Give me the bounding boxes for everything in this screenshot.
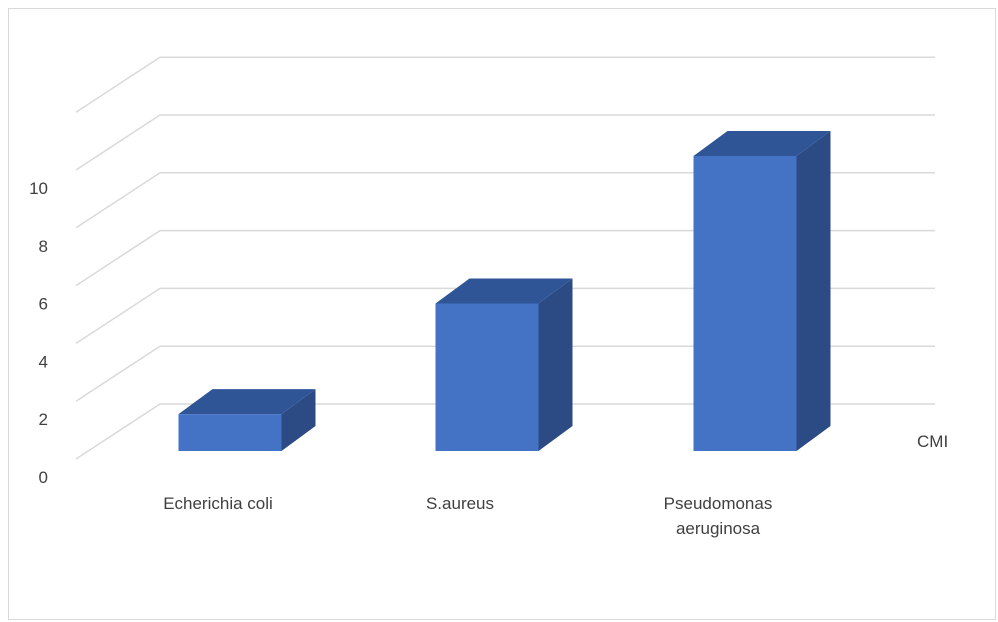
y-tick-label: 2	[39, 410, 48, 429]
bar-side	[538, 278, 573, 451]
bar-side	[281, 389, 316, 451]
bar-front	[178, 414, 282, 451]
gridlines	[75, 56, 935, 460]
bar-2	[435, 278, 573, 451]
gridline	[75, 56, 935, 113]
y-tick-label: 10	[29, 179, 48, 198]
gridline	[75, 403, 935, 460]
bar-1	[178, 389, 316, 451]
y-tick-label: 6	[39, 295, 48, 314]
gridline	[75, 229, 935, 287]
bar-front	[693, 156, 797, 451]
gridline	[75, 287, 935, 345]
bar-front	[435, 303, 539, 451]
bars	[178, 131, 831, 451]
y-tick-label: 8	[39, 237, 48, 256]
x-axis-tick-labels: Echerichia coli S.aureus Pseudomonas aerugi…	[163, 494, 772, 538]
x-tick-label: S.aureus	[426, 494, 494, 513]
x-tick-label: Pseudomonas aeruginosa	[664, 494, 773, 538]
y-axis-tick-labels: 0 2 4 6 8 10	[29, 179, 48, 487]
bar-top	[178, 389, 316, 415]
y-tick-label: 0	[39, 468, 48, 487]
gridline	[75, 114, 935, 171]
x-tick-label: Echerichia coli	[163, 494, 273, 513]
bar-top	[435, 278, 573, 304]
y-tick-label: 4	[39, 352, 48, 371]
bar-3	[693, 131, 831, 451]
bar-side	[796, 131, 831, 451]
gridline	[75, 345, 935, 402]
legend-entry: CMI	[917, 432, 948, 451]
bar-top	[693, 131, 831, 156]
gridline	[75, 172, 935, 229]
